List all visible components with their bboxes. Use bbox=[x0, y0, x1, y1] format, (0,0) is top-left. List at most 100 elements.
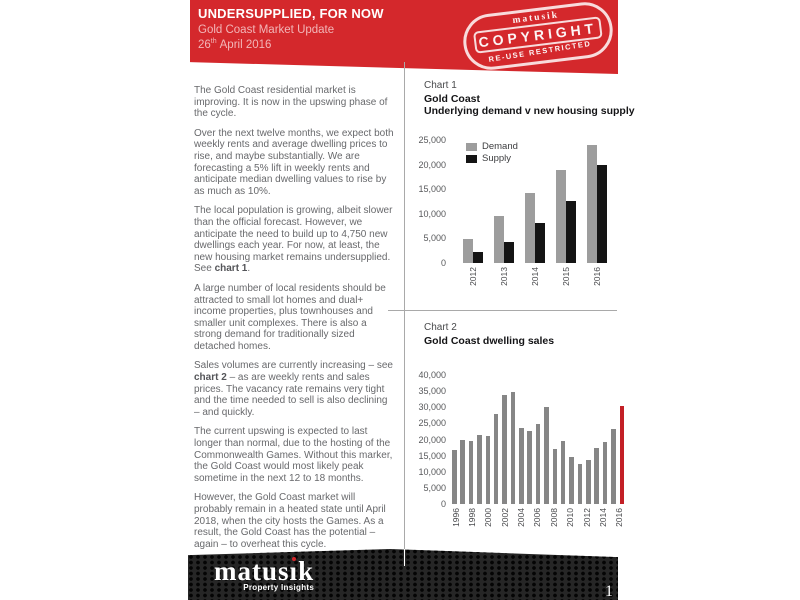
body-text: The Gold Coast residential market is imp… bbox=[194, 85, 388, 120]
supply-bar bbox=[566, 201, 576, 263]
x-tick: 2014 bbox=[597, 508, 608, 527]
date-day: 26 bbox=[198, 38, 211, 51]
paragraph: However, the Gold Coast market will prob… bbox=[194, 492, 395, 550]
supply-bar bbox=[597, 165, 607, 263]
chart1-heading: Chart 1 Gold Coast Underlying demand v n… bbox=[424, 80, 635, 118]
y-axis: 0 5,000 10,000 15,000 20,000 25,000 30,000 35,0… bbox=[414, 370, 452, 509]
legend-row: Demand bbox=[466, 142, 518, 152]
sales-bar bbox=[560, 441, 566, 504]
bar-group bbox=[560, 441, 566, 504]
paragraph: Sales volumes are currently increasing –… bbox=[194, 360, 395, 418]
sales-bar bbox=[569, 457, 574, 504]
body-text: The local population is growing, albeit … bbox=[194, 205, 393, 275]
bar-group bbox=[510, 392, 516, 504]
x-tick: 2015 bbox=[556, 267, 576, 286]
sales-bar bbox=[577, 464, 583, 504]
bar-group bbox=[586, 460, 591, 504]
x-tick-label: 2006 bbox=[532, 508, 543, 527]
demand-swatch bbox=[466, 143, 477, 151]
highlight-bar bbox=[619, 406, 624, 504]
x-tick-label: 1998 bbox=[466, 508, 477, 527]
bar-group bbox=[527, 431, 532, 504]
supply-bar bbox=[535, 223, 545, 263]
date-rest: April 2016 bbox=[219, 38, 272, 51]
paragraph: The Gold Coast residential market is imp… bbox=[194, 85, 395, 120]
chart2-label: Chart 2 bbox=[424, 322, 457, 333]
page-number: 1 bbox=[605, 583, 613, 600]
x-tick: 2013 bbox=[494, 267, 514, 286]
x-tick: 2004 bbox=[516, 508, 527, 527]
bar-group bbox=[460, 440, 465, 504]
x-tick-label: 2010 bbox=[565, 508, 576, 527]
x-tick-label: 2014 bbox=[597, 508, 608, 527]
bar-group bbox=[519, 428, 524, 504]
logo-red-dot bbox=[292, 557, 297, 561]
x-axis-labels: 1996 1998 2000 2002 2004 2006 2008 2010 2012 2014… bbox=[450, 508, 625, 527]
x-tick-label: 2015 bbox=[560, 267, 571, 286]
body-text: Sales volumes are currently increasing –… bbox=[194, 360, 393, 372]
x-tick: 2012 bbox=[582, 508, 592, 527]
y-tick-label: 40,000 bbox=[418, 370, 446, 380]
body-text: – as are weekly rents and sales prices. … bbox=[194, 372, 388, 418]
y-tick-label: 20,000 bbox=[418, 159, 446, 170]
demand-bar bbox=[463, 239, 473, 263]
bar-group bbox=[494, 216, 514, 263]
sales-bar bbox=[519, 428, 524, 504]
header-text: UNDERSUPPLIED, FOR NOW Gold Coast Market… bbox=[198, 6, 384, 51]
x-tick: 2000 bbox=[483, 508, 493, 527]
body-text: The current upswing is expected to last … bbox=[194, 426, 393, 484]
report-subtitle: Gold Coast Market Update bbox=[198, 24, 335, 36]
bar-group bbox=[463, 239, 483, 263]
sales-bar bbox=[452, 450, 457, 504]
demand-bar bbox=[525, 193, 535, 263]
divider-footer-stub bbox=[404, 549, 405, 566]
legend-label: Demand bbox=[482, 141, 518, 152]
x-tick-label: 2016 bbox=[614, 508, 625, 527]
bar-group bbox=[452, 450, 457, 504]
paragraph: Over the next twelve months, we expect b… bbox=[194, 128, 395, 198]
header-banner: UNDERSUPPLIED, FOR NOW Gold Coast Market… bbox=[190, 0, 618, 74]
bar-group bbox=[525, 193, 545, 263]
chart1-label: Chart 1 bbox=[424, 80, 457, 91]
legend-label: Supply bbox=[482, 153, 512, 164]
footer-logo: matusı k bbox=[214, 556, 315, 586]
y-tick-label: 15,000 bbox=[418, 450, 446, 461]
bar-group bbox=[611, 429, 616, 504]
demand-bar bbox=[494, 216, 504, 263]
chart1-demand-supply: 0 5,000 10,000 15,000 20,000 25,000 Demand Supp… bbox=[414, 135, 618, 311]
plot-area bbox=[452, 375, 624, 504]
x-tick: 2016 bbox=[614, 508, 625, 527]
x-tick-label: 2014 bbox=[529, 267, 540, 286]
y-tick-label: 25,000 bbox=[418, 135, 446, 145]
sales-bar bbox=[460, 440, 465, 504]
report-date: 26th April 2016 bbox=[198, 38, 384, 51]
chart1-subtitle: Underlying demand v new housing supply bbox=[424, 105, 635, 117]
chart1-title: Gold Coast bbox=[424, 92, 481, 105]
y-tick-label: 0 bbox=[440, 258, 446, 268]
x-tick: 1998 bbox=[466, 508, 477, 527]
x-axis-labels: 2012 2013 2014 2015 2016 bbox=[452, 267, 618, 286]
date-ordinal: th bbox=[210, 38, 217, 45]
bar-group bbox=[552, 449, 557, 504]
bar-group bbox=[556, 170, 576, 263]
x-tick-label: 2016 bbox=[591, 267, 602, 286]
paragraph: A large number of local residents should… bbox=[194, 283, 395, 353]
sales-bar bbox=[527, 431, 532, 504]
bar-group bbox=[569, 457, 574, 504]
sales-bar bbox=[611, 429, 616, 504]
y-tick-label: 15,000 bbox=[418, 184, 446, 195]
sales-bar bbox=[544, 407, 549, 504]
y-tick-label: 5,000 bbox=[423, 233, 446, 244]
x-tick-label: 2013 bbox=[498, 267, 509, 286]
x-tick-label: 2004 bbox=[516, 508, 527, 527]
supply-bar bbox=[473, 252, 483, 263]
sales-bar bbox=[493, 414, 499, 504]
article-column: The Gold Coast residential market is imp… bbox=[194, 85, 395, 558]
body-text: . bbox=[247, 263, 251, 275]
sales-bar bbox=[502, 395, 507, 504]
y-tick-label: 30,000 bbox=[418, 402, 446, 413]
x-tick-label: 1996 bbox=[450, 508, 461, 527]
y-tick-label: 35,000 bbox=[418, 386, 446, 397]
y-tick-label: 10,000 bbox=[418, 208, 446, 219]
bar-group bbox=[502, 395, 507, 504]
